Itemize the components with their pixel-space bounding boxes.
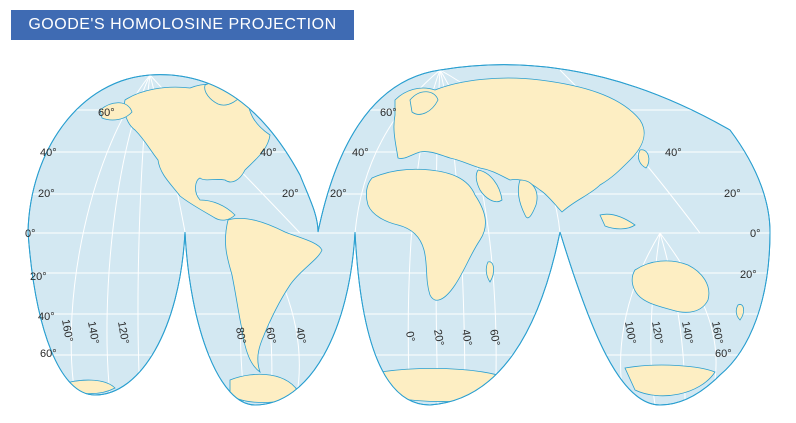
lat-label: 20° xyxy=(724,188,741,200)
lat-label: 20° xyxy=(330,188,347,200)
lon-label: 160° xyxy=(59,318,75,343)
map-title: GOODE'S HOMOLOSINE PROJECTION xyxy=(11,10,354,40)
lon-label: 60° xyxy=(487,328,502,346)
arabia xyxy=(475,169,503,203)
lon-label: 80° xyxy=(233,326,248,344)
lon-label: 100° xyxy=(622,320,638,345)
australia xyxy=(631,260,710,313)
india xyxy=(517,179,538,219)
lat-label: 20° xyxy=(282,188,299,200)
madagascar xyxy=(485,261,494,283)
lon-label: 140° xyxy=(85,320,101,345)
lon-label: 160° xyxy=(709,320,725,345)
antarctica-4 xyxy=(624,364,716,397)
lat-label: 20° xyxy=(30,271,47,283)
lat-label: 60° xyxy=(40,348,57,360)
japan xyxy=(638,149,650,169)
south-america xyxy=(225,217,323,374)
lon-label: 0° xyxy=(403,330,417,342)
latitude-labels: 60° 40° 20° 0° 40° 20° 60° 40° 20° 40° 2… xyxy=(25,107,761,360)
lon-label: 20° xyxy=(431,328,446,346)
lon-label: 120° xyxy=(649,320,665,345)
lat-label: 40° xyxy=(665,147,682,159)
new-zealand xyxy=(735,304,744,321)
lat-label: 60° xyxy=(380,107,397,119)
lat-label: 20° xyxy=(740,269,757,281)
lat-label: 0° xyxy=(25,228,36,240)
lat-label: 40° xyxy=(352,147,369,159)
lobe-outline xyxy=(27,64,771,406)
lon-label: 140° xyxy=(679,320,695,345)
indonesia xyxy=(599,213,636,230)
lat-label: 0° xyxy=(750,228,761,240)
lon-label: 120° xyxy=(115,320,131,345)
lat-label: 40° xyxy=(260,147,277,159)
lat-label: 40° xyxy=(40,147,57,159)
lon-label: 40° xyxy=(293,326,308,344)
lon-label: 60° xyxy=(263,326,278,344)
eurasia xyxy=(393,77,645,213)
lat-label: 60° xyxy=(715,348,732,360)
africa xyxy=(365,168,486,301)
lat-label: 40° xyxy=(38,311,55,323)
lat-label: 20° xyxy=(38,188,55,200)
lat-label: 60° xyxy=(98,107,115,119)
longitude-labels: 160° 140° 120° 80° 60° 40° 0° 20° 40° 60… xyxy=(59,318,725,346)
lon-label: 40° xyxy=(459,328,474,346)
scandinavia xyxy=(409,91,439,115)
alaska xyxy=(99,102,133,121)
antarctica-3 xyxy=(379,368,521,402)
